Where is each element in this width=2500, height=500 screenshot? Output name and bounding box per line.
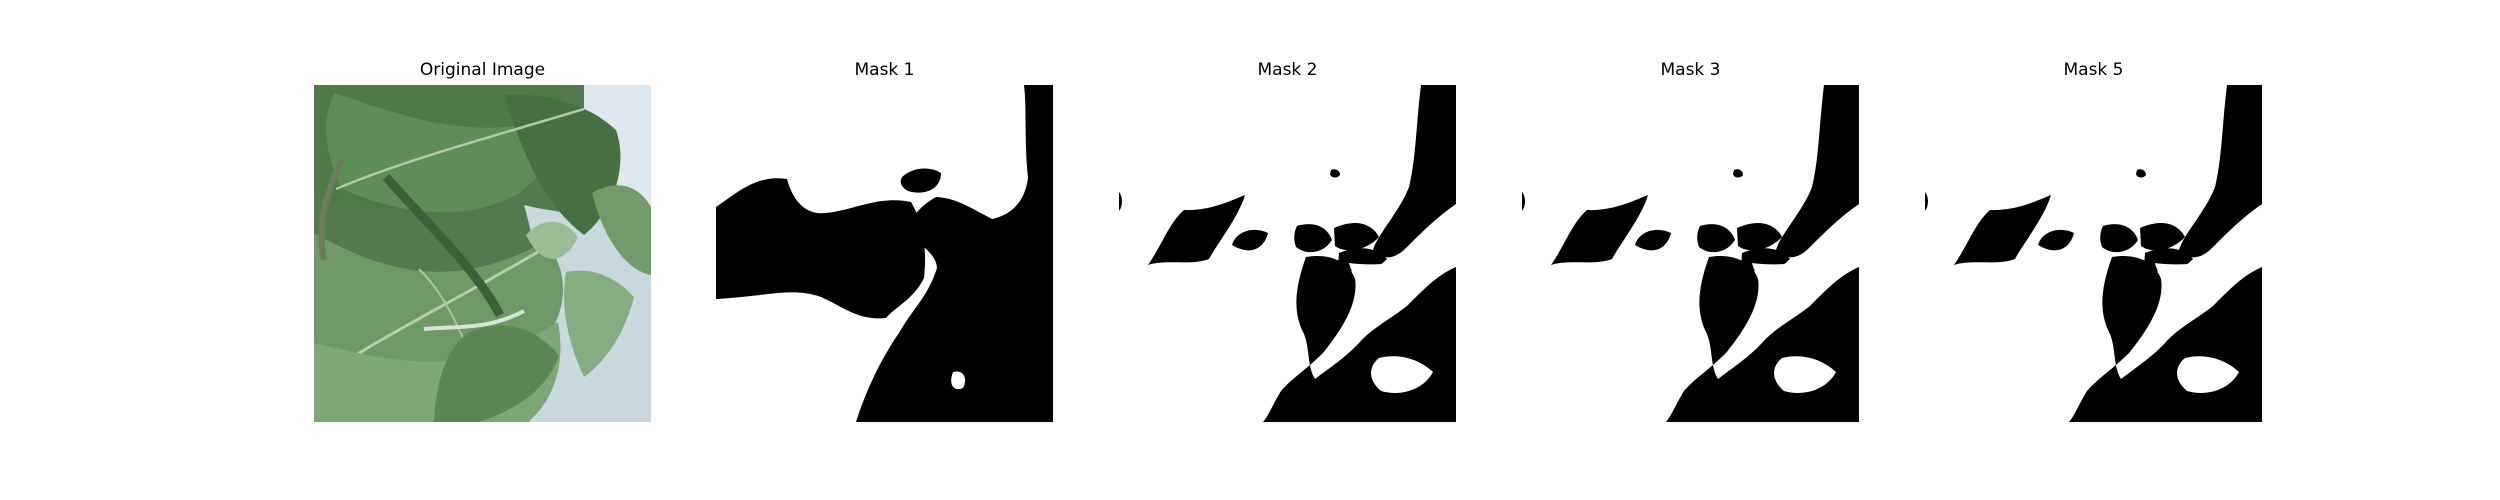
mask-3-image — [1522, 85, 1859, 422]
mask-2-image — [1119, 85, 1456, 422]
panel-title: Mask 2 — [1257, 60, 1318, 80]
panel-title: Original Image — [419, 60, 546, 80]
mask-1-image — [716, 85, 1053, 422]
panel-title: Mask 1 — [854, 60, 915, 80]
original-leaf-photo — [314, 85, 651, 422]
panel-title: Mask 3 — [1660, 60, 1721, 80]
panel-title: Mask 5 — [2063, 60, 2124, 80]
mask-5-image — [1925, 85, 2262, 422]
